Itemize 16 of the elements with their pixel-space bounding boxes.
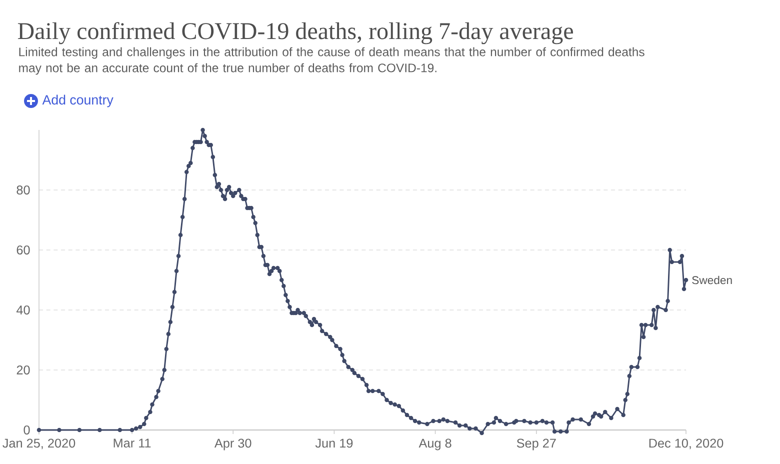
chart-subtitle: Limited testing and challenges in the attribution of the cause of death means that the number of confirmed deaths may not be an accurate count of the true number of deaths from COVID-19. [19, 47, 644, 75]
y-tick-label: 40 [16, 306, 30, 314]
series-label: Sweden [692, 276, 732, 284]
text: Add country [42, 94, 114, 108]
x-tick-label: Jan 25, 2020 [2, 438, 76, 450]
x-tick-label: Dec 10, 2020 [649, 438, 724, 450]
chart-title: Daily confirmed COVID-19 deaths, rolling 7-day average [18, 22, 573, 44]
x-tick-label: Apr 30 [214, 438, 252, 450]
y-tick-label: 20 [16, 366, 30, 374]
x-tick-label: Sep 27 [516, 438, 556, 450]
y-tick-label: 0 [24, 426, 30, 434]
y-tick-label: 60 [16, 246, 30, 254]
x-tick-label: Jun 19 [315, 438, 353, 448]
x-tick-label: Aug 8 [418, 438, 452, 450]
x-tick-label: Mar 11 [114, 438, 151, 448]
y-tick-label: 80 [16, 186, 30, 194]
